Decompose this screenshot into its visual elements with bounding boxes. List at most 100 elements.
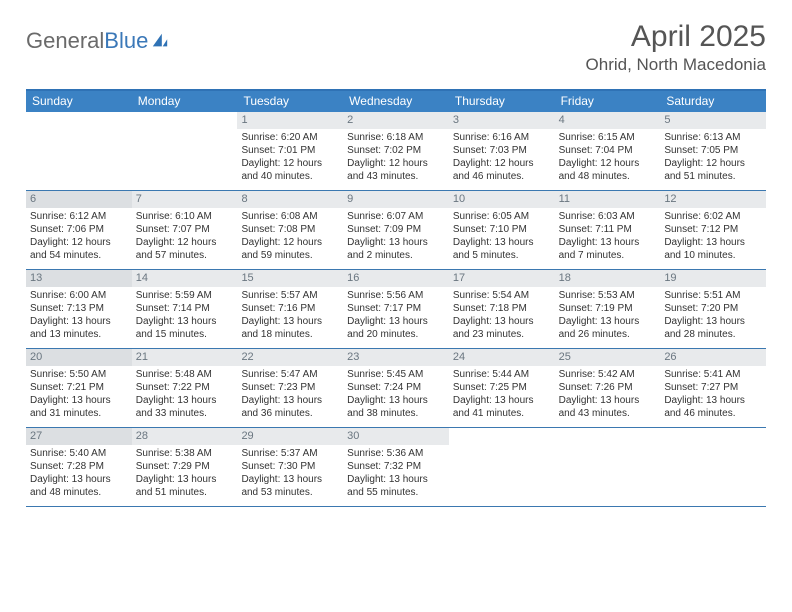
sunrise-text: Sunrise: 5:36 AM (347, 447, 445, 460)
calendar-day: 10Sunrise: 6:05 AMSunset: 7:10 PMDayligh… (449, 191, 555, 269)
daylight-text: Daylight: 12 hours and 57 minutes. (136, 236, 234, 262)
calendar-day (26, 112, 132, 190)
calendar-day (132, 112, 238, 190)
day-number: 28 (132, 428, 238, 445)
calendar: Sunday Monday Tuesday Wednesday Thursday… (26, 89, 766, 507)
daylight-text: Daylight: 13 hours and 33 minutes. (136, 394, 234, 420)
calendar-day: 14Sunrise: 5:59 AMSunset: 7:14 PMDayligh… (132, 270, 238, 348)
calendar-day: 27Sunrise: 5:40 AMSunset: 7:28 PMDayligh… (26, 428, 132, 506)
sunrise-text: Sunrise: 6:13 AM (664, 131, 762, 144)
daylight-text: Daylight: 13 hours and 23 minutes. (453, 315, 551, 341)
sunset-text: Sunset: 7:14 PM (136, 302, 234, 315)
sunset-text: Sunset: 7:17 PM (347, 302, 445, 315)
day-number: 10 (449, 191, 555, 208)
sunset-text: Sunset: 7:08 PM (241, 223, 339, 236)
day-number: 9 (343, 191, 449, 208)
logo-word-1: General (26, 28, 104, 53)
daylight-text: Daylight: 12 hours and 59 minutes. (241, 236, 339, 262)
sunset-text: Sunset: 7:06 PM (30, 223, 128, 236)
sunset-text: Sunset: 7:23 PM (241, 381, 339, 394)
day-number: 22 (237, 349, 343, 366)
calendar-day: 23 Sunrise: 5:45 AMSunset: 7:24 PMDayligh… (343, 349, 449, 427)
daylight-text: Daylight: 13 hours and 36 minutes. (241, 394, 339, 420)
day-number: 23 (343, 349, 449, 366)
day-number: 29 (237, 428, 343, 445)
daylight-text: Daylight: 13 hours and 53 minutes. (241, 473, 339, 499)
daylight-text: Daylight: 13 hours and 43 minutes. (559, 394, 657, 420)
logo-text: GeneralBlue (26, 28, 148, 54)
calendar-day: 15Sunrise: 5:57 AMSunset: 7:16 PMDayligh… (237, 270, 343, 348)
dow-friday: Friday (555, 91, 661, 112)
day-number: 13 (26, 270, 132, 287)
day-number: 1 (237, 112, 343, 129)
sunrise-text: Sunrise: 5:50 AM (30, 368, 128, 381)
sunset-text: Sunset: 7:26 PM (559, 381, 657, 394)
sunset-text: Sunset: 7:29 PM (136, 460, 234, 473)
sunrise-text: Sunrise: 6:18 AM (347, 131, 445, 144)
calendar-day: 7Sunrise: 6:10 AMSunset: 7:07 PMDaylight… (132, 191, 238, 269)
sunset-text: Sunset: 7:27 PM (664, 381, 762, 394)
day-number: 20 (26, 349, 132, 366)
daylight-text: Daylight: 13 hours and 10 minutes. (664, 236, 762, 262)
day-number: 3 (449, 112, 555, 129)
calendar-day: 26Sunrise: 5:41 AMSunset: 7:27 PMDayligh… (660, 349, 766, 427)
day-number: 2 (343, 112, 449, 129)
sunrise-text: Sunrise: 5:47 AM (241, 368, 339, 381)
day-number: 18 (555, 270, 661, 287)
daylight-text: Daylight: 13 hours and 28 minutes. (664, 315, 762, 341)
sunset-text: Sunset: 7:13 PM (30, 302, 128, 315)
daylight-text: Daylight: 12 hours and 54 minutes. (30, 236, 128, 262)
day-number: 11 (555, 191, 661, 208)
dow-thursday: Thursday (449, 91, 555, 112)
daylight-text: Daylight: 13 hours and 18 minutes. (241, 315, 339, 341)
day-number: 8 (237, 191, 343, 208)
calendar-week: 6Sunrise: 6:12 AMSunset: 7:06 PMDaylight… (26, 191, 766, 270)
sunrise-text: Sunrise: 6:16 AM (453, 131, 551, 144)
page-header: GeneralBlue April 2025 Ohrid, North Mace… (26, 20, 766, 75)
calendar-day: 20Sunrise: 5:50 AMSunset: 7:21 PMDayligh… (26, 349, 132, 427)
daylight-text: Daylight: 13 hours and 13 minutes. (30, 315, 128, 341)
calendar-day: 2 Sunrise: 6:18 AMSunset: 7:02 PMDaylight… (343, 112, 449, 190)
calendar-day: 6Sunrise: 6:12 AMSunset: 7:06 PMDaylight… (26, 191, 132, 269)
day-number: 4 (555, 112, 661, 129)
logo: GeneralBlue (26, 20, 169, 54)
sunrise-text: Sunrise: 6:05 AM (453, 210, 551, 223)
day-number: 25 (555, 349, 661, 366)
logo-word-2: Blue (104, 28, 148, 53)
calendar-week: 13Sunrise: 6:00 AMSunset: 7:13 PMDayligh… (26, 270, 766, 349)
daylight-text: Daylight: 13 hours and 15 minutes. (136, 315, 234, 341)
daylight-text: Daylight: 13 hours and 7 minutes. (559, 236, 657, 262)
sunset-text: Sunset: 7:12 PM (664, 223, 762, 236)
dow-saturday: Saturday (660, 91, 766, 112)
daylight-text: Daylight: 12 hours and 48 minutes. (559, 157, 657, 183)
calendar-day: 19Sunrise: 5:51 AMSunset: 7:20 PMDayligh… (660, 270, 766, 348)
page-subtitle: Ohrid, North Macedonia (586, 55, 766, 75)
day-number: 16 (343, 270, 449, 287)
day-of-week-header: Sunday Monday Tuesday Wednesday Thursday… (26, 91, 766, 112)
calendar-week: 1Sunrise: 6:20 AMSunset: 7:01 PMDaylight… (26, 112, 766, 191)
calendar-day: 5Sunrise: 6:13 AMSunset: 7:05 PMDaylight… (660, 112, 766, 190)
calendar-day (555, 428, 661, 506)
sunset-text: Sunset: 7:28 PM (30, 460, 128, 473)
calendar-day: 22 Sunrise: 5:47 AMSunset: 7:23 PMDayligh… (237, 349, 343, 427)
sunrise-text: Sunrise: 5:45 AM (347, 368, 445, 381)
calendar-day: 18Sunrise: 5:53 AMSunset: 7:19 PMDayligh… (555, 270, 661, 348)
sunrise-text: Sunrise: 6:03 AM (559, 210, 657, 223)
sunset-text: Sunset: 7:30 PM (241, 460, 339, 473)
daylight-text: Daylight: 12 hours and 43 minutes. (347, 157, 445, 183)
calendar-day: 13Sunrise: 6:00 AMSunset: 7:13 PMDayligh… (26, 270, 132, 348)
sunset-text: Sunset: 7:24 PM (347, 381, 445, 394)
sunrise-text: Sunrise: 5:42 AM (559, 368, 657, 381)
calendar-day: 11Sunrise: 6:03 AMSunset: 7:11 PMDayligh… (555, 191, 661, 269)
sunrise-text: Sunrise: 5:38 AM (136, 447, 234, 460)
sunset-text: Sunset: 7:02 PM (347, 144, 445, 157)
daylight-text: Daylight: 13 hours and 55 minutes. (347, 473, 445, 499)
daylight-text: Daylight: 13 hours and 5 minutes. (453, 236, 551, 262)
sunrise-text: Sunrise: 6:02 AM (664, 210, 762, 223)
calendar-week: 27Sunrise: 5:40 AMSunset: 7:28 PMDayligh… (26, 428, 766, 507)
sunset-text: Sunset: 7:05 PM (664, 144, 762, 157)
daylight-text: Daylight: 13 hours and 38 minutes. (347, 394, 445, 420)
dow-monday: Monday (132, 91, 238, 112)
daylight-text: Daylight: 12 hours and 51 minutes. (664, 157, 762, 183)
day-number: 12 (660, 191, 766, 208)
